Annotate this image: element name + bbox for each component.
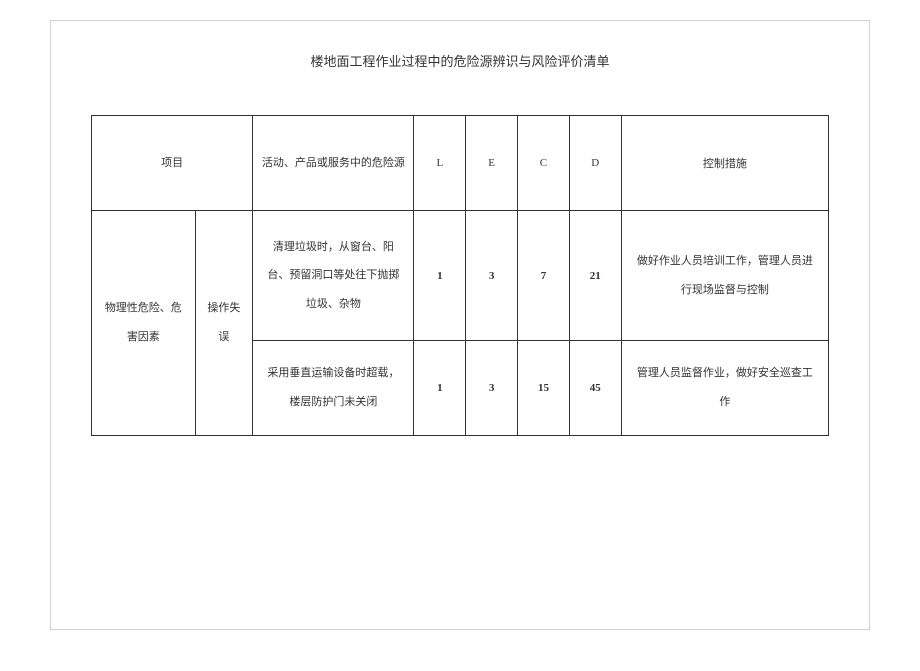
risk-evaluation-table: 项目 活动、产品或服务中的危险源 L E C D 控制措施 物理性危险、危害因素… bbox=[91, 115, 829, 436]
value-d: 45 bbox=[569, 341, 621, 436]
category-main-cell: 物理性危险、危害因素 bbox=[92, 211, 196, 436]
value-l: 1 bbox=[414, 341, 466, 436]
document-page: 楼地面工程作业过程中的危险源辨识与风险评价清单 项目 活动、产品或服务中的危险源… bbox=[50, 20, 870, 630]
measures-cell: 管理人员监督作业，做好安全巡查工作 bbox=[621, 341, 828, 436]
hazard-cell: 采用垂直运输设备时超载，楼层防护门未关闭 bbox=[253, 341, 414, 436]
header-hazard-source: 活动、产品或服务中的危险源 bbox=[253, 116, 414, 211]
category-sub-cell: 操作失误 bbox=[195, 211, 253, 436]
header-e: E bbox=[466, 116, 518, 211]
value-e: 3 bbox=[466, 341, 518, 436]
table-header-row: 项目 活动、产品或服务中的危险源 L E C D 控制措施 bbox=[92, 116, 829, 211]
header-l: L bbox=[414, 116, 466, 211]
value-e: 3 bbox=[466, 211, 518, 341]
header-project: 项目 bbox=[92, 116, 253, 211]
hazard-cell: 清理垃圾时，从窗台、阳台、预留洞口等处往下抛掷垃圾、杂物 bbox=[253, 211, 414, 341]
value-d: 21 bbox=[569, 211, 621, 341]
table-row: 物理性危险、危害因素 操作失误 清理垃圾时，从窗台、阳台、预留洞口等处往下抛掷垃… bbox=[92, 211, 829, 341]
value-c: 15 bbox=[518, 341, 570, 436]
header-d: D bbox=[569, 116, 621, 211]
header-c: C bbox=[518, 116, 570, 211]
measures-cell: 做好作业人员培训工作，管理人员进行现场监督与控制 bbox=[621, 211, 828, 341]
value-l: 1 bbox=[414, 211, 466, 341]
header-measures: 控制措施 bbox=[621, 116, 828, 211]
value-c: 7 bbox=[518, 211, 570, 341]
document-title: 楼地面工程作业过程中的危险源辨识与风险评价清单 bbox=[91, 51, 829, 70]
